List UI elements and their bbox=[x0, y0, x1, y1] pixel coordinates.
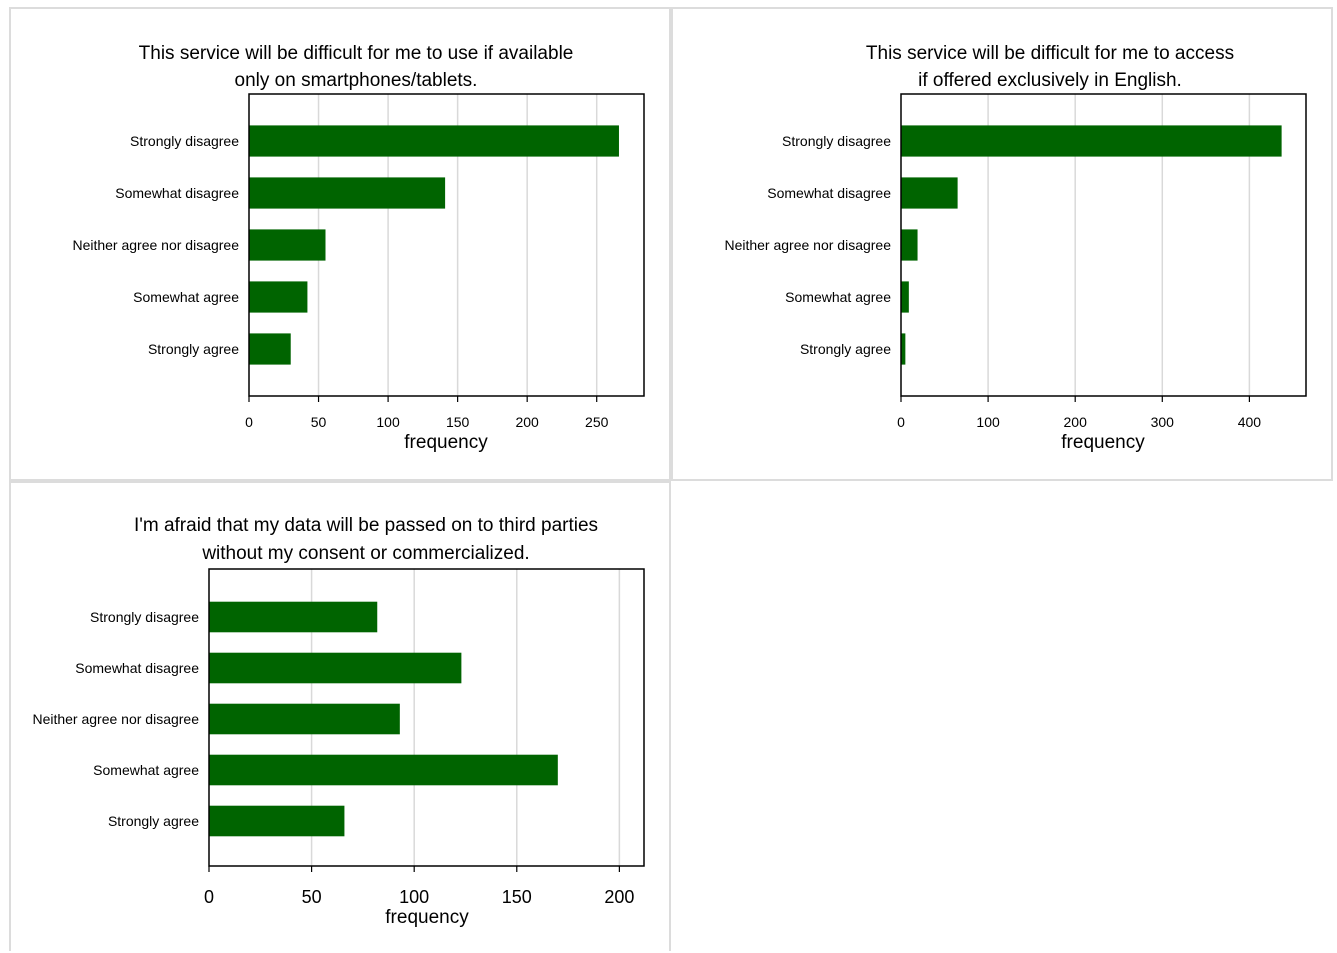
chart-title: I'm afraid that my data will be passed o… bbox=[134, 515, 598, 536]
x-tick-label: 300 bbox=[1151, 414, 1175, 430]
x-tick-label: 100 bbox=[976, 414, 1000, 430]
x-tick-label: 50 bbox=[311, 414, 327, 430]
x-axis-label: frequency bbox=[385, 907, 469, 928]
chart-panel-english: This service will be difficult for me to… bbox=[671, 7, 1333, 481]
x-tick-label: 400 bbox=[1238, 414, 1262, 430]
bar bbox=[901, 281, 909, 313]
chart-data-privacy: I'm afraid that my data will be passed o… bbox=[32, 515, 645, 928]
chart-title: without my consent or commercialized. bbox=[201, 543, 529, 564]
bar bbox=[209, 703, 400, 735]
x-tick-label: 0 bbox=[897, 414, 905, 430]
plot-frame bbox=[248, 93, 645, 397]
category-label: Strongly disagree bbox=[130, 133, 239, 149]
category-label: Somewhat agree bbox=[133, 289, 239, 305]
bar bbox=[209, 652, 462, 684]
x-tick-label: 0 bbox=[204, 887, 214, 907]
x-tick-label: 50 bbox=[302, 887, 322, 907]
x-tick-label: 150 bbox=[446, 414, 470, 430]
bar bbox=[901, 333, 906, 365]
category-label: Strongly agree bbox=[108, 813, 199, 829]
bar bbox=[249, 229, 326, 261]
x-tick-label: 250 bbox=[585, 414, 609, 430]
x-tick-label: 200 bbox=[1064, 414, 1088, 430]
category-label: Strongly agree bbox=[800, 341, 891, 357]
plot-frame bbox=[900, 93, 1307, 397]
chart-title: if offered exclusively in English. bbox=[918, 70, 1182, 91]
x-tick-label: 0 bbox=[245, 414, 253, 430]
bar bbox=[209, 754, 558, 786]
category-label: Neither agree nor disagree bbox=[724, 237, 891, 253]
category-label: Neither agree nor disagree bbox=[72, 237, 239, 253]
x-tick-label: 200 bbox=[515, 414, 539, 430]
x-tick-label: 200 bbox=[604, 887, 634, 907]
category-label: Neither agree nor disagree bbox=[32, 711, 199, 727]
category-label: Somewhat disagree bbox=[75, 660, 199, 676]
chart-panel-smartphones: This service will be difficult for me to… bbox=[9, 7, 671, 481]
category-label: Somewhat agree bbox=[93, 762, 199, 778]
chart-title: only on smartphones/tablets. bbox=[235, 70, 478, 91]
bar bbox=[249, 177, 446, 209]
bar bbox=[209, 805, 345, 837]
bar bbox=[249, 333, 291, 365]
chart-panel-data-privacy: I'm afraid that my data will be passed o… bbox=[9, 481, 671, 951]
x-axis-label: frequency bbox=[404, 432, 488, 453]
x-tick-label: 100 bbox=[376, 414, 400, 430]
chart-title: This service will be difficult for me to… bbox=[866, 43, 1234, 64]
category-label: Strongly disagree bbox=[782, 133, 891, 149]
chart-title: This service will be difficult for me to… bbox=[139, 43, 574, 64]
chart-english: This service will be difficult for me to… bbox=[724, 43, 1307, 453]
category-label: Somewhat disagree bbox=[115, 185, 239, 201]
category-label: Somewhat agree bbox=[785, 289, 891, 305]
bar bbox=[901, 177, 958, 209]
x-axis-label: frequency bbox=[1061, 432, 1145, 453]
chart-smartphones: This service will be difficult for me to… bbox=[72, 43, 645, 453]
plot-frame bbox=[208, 568, 645, 867]
bar bbox=[249, 281, 308, 313]
x-tick-label: 150 bbox=[502, 887, 532, 907]
category-label: Strongly disagree bbox=[90, 609, 199, 625]
bar bbox=[249, 125, 619, 157]
bar bbox=[901, 125, 1282, 157]
bar bbox=[209, 601, 378, 633]
category-label: Somewhat disagree bbox=[767, 185, 891, 201]
x-tick-label: 100 bbox=[399, 887, 429, 907]
bar bbox=[901, 229, 918, 261]
category-label: Strongly agree bbox=[148, 341, 239, 357]
